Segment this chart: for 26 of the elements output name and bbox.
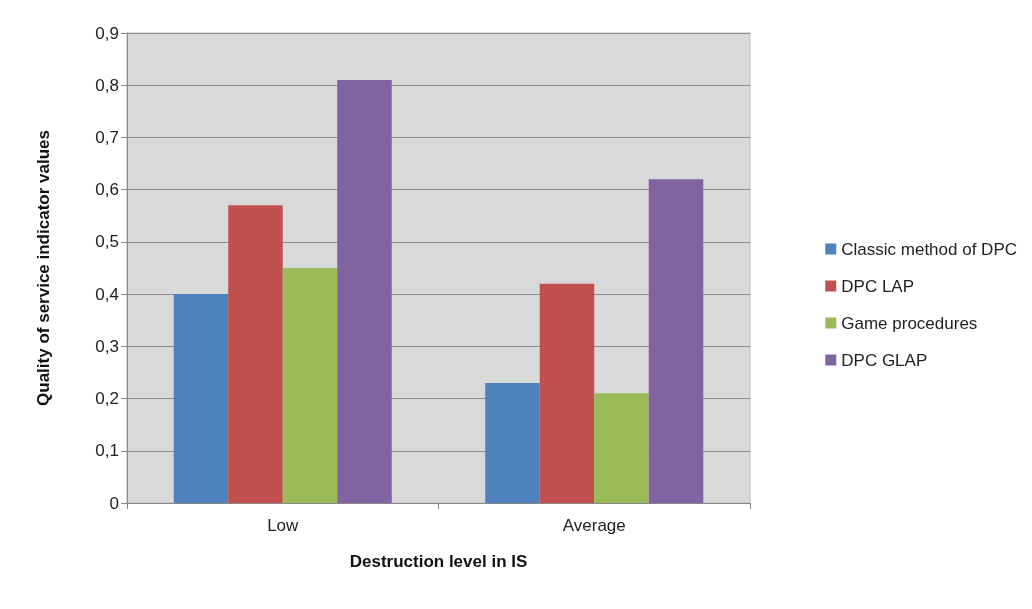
bar xyxy=(485,382,540,503)
bar xyxy=(539,283,595,503)
bar xyxy=(648,179,704,503)
y-tick-label: 0,5 xyxy=(95,232,119,252)
y-tick-label: 0,6 xyxy=(95,180,119,200)
y-tick-label: 0,7 xyxy=(95,127,119,147)
x-tick-label: Average xyxy=(562,516,626,535)
legend-label: Game procedures xyxy=(841,313,978,333)
y-axis-title: Quality of service indicator values xyxy=(34,130,53,406)
y-tick-label: 0,1 xyxy=(95,441,119,461)
x-tick-label: Low xyxy=(267,516,300,535)
bar xyxy=(282,268,338,503)
legend-label: DPC GLAP xyxy=(841,350,928,370)
legend-label: Classic method of DPC xyxy=(841,239,1018,259)
bar xyxy=(337,80,392,503)
bar xyxy=(173,294,229,503)
y-tick-label: 0,8 xyxy=(95,75,119,95)
y-tick-label: 0,9 xyxy=(95,23,119,43)
y-tick-label: 0,2 xyxy=(95,389,119,409)
y-tick-label: 0 xyxy=(109,493,119,513)
bar xyxy=(228,205,283,503)
y-tick-label: 0,4 xyxy=(95,284,119,304)
y-tick-label: 0,3 xyxy=(95,336,119,356)
legend-label: DPC LAP xyxy=(841,276,915,296)
bar xyxy=(594,393,649,503)
x-axis-title: Destruction level in IS xyxy=(349,552,528,571)
